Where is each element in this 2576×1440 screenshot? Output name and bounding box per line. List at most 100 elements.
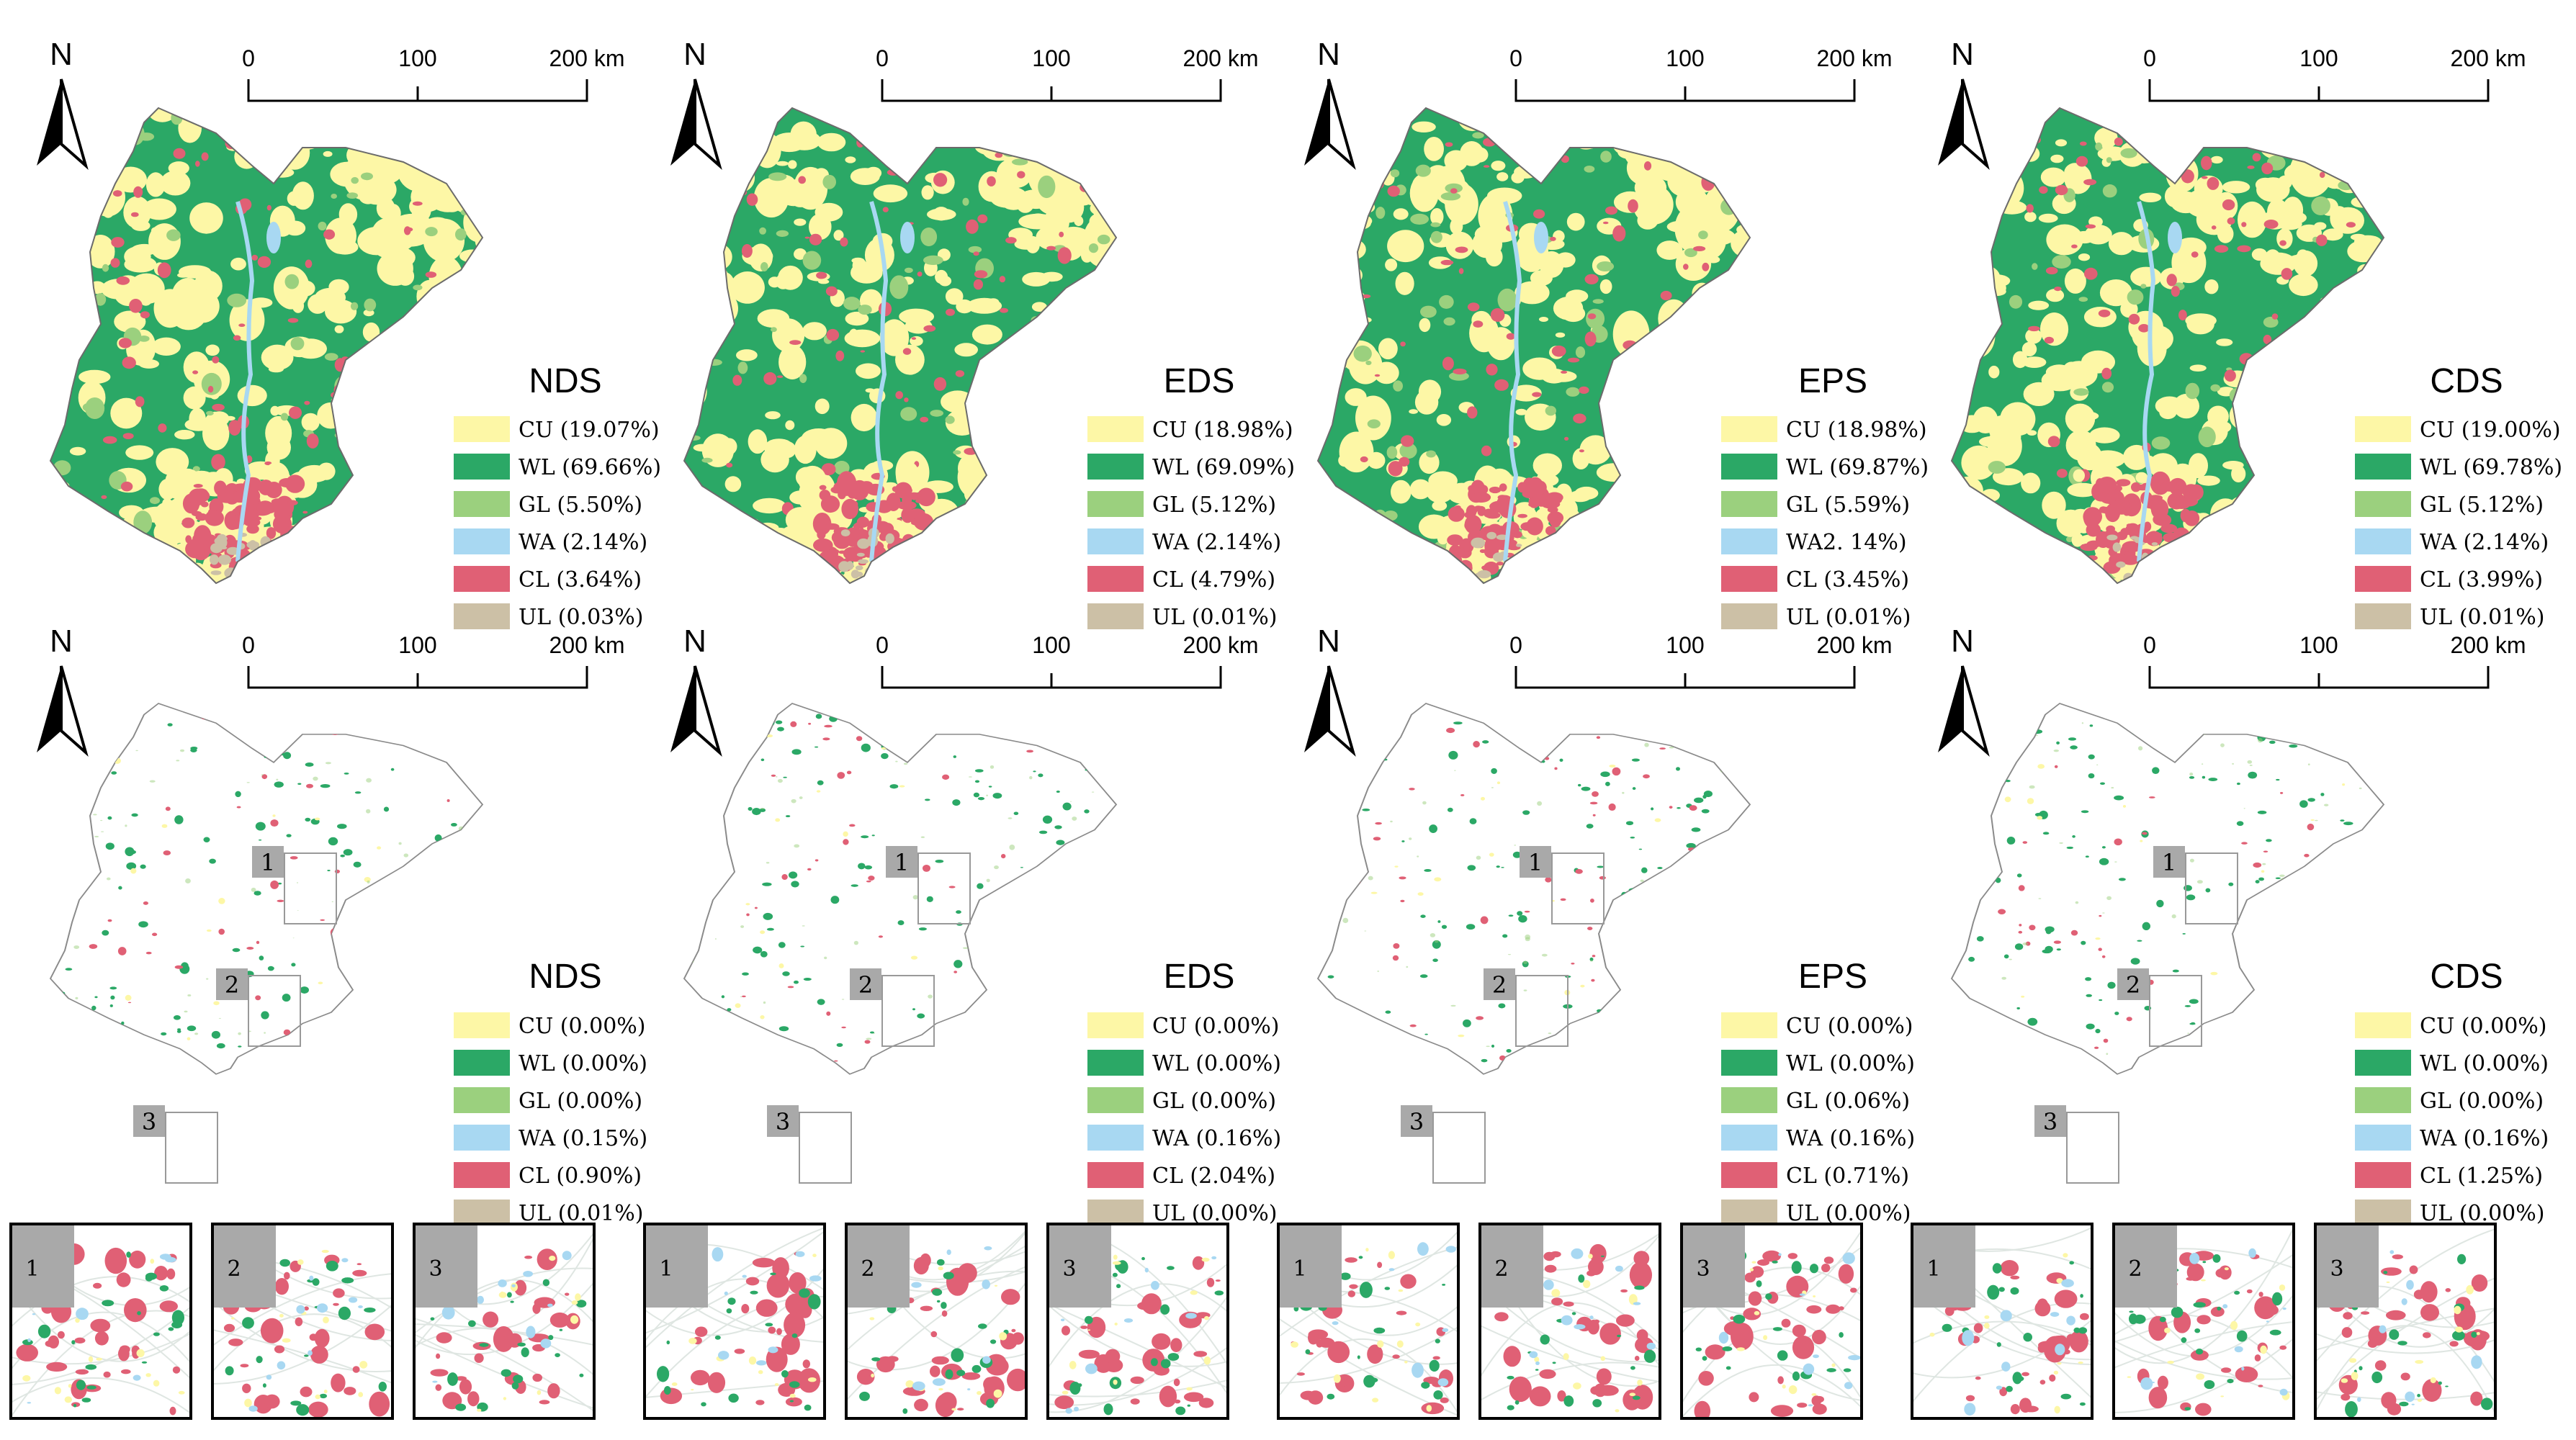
inset-cropland-patch — [993, 1389, 1002, 1398]
inset-water-patch — [2001, 1362, 2011, 1372]
cropland-patch — [1033, 140, 1051, 156]
construction-patch — [271, 498, 284, 505]
change-forest-patch — [926, 896, 933, 902]
cropland-patch — [2351, 157, 2384, 175]
inset-construction-patch — [707, 1372, 726, 1393]
change-grassland-patch — [1068, 980, 1072, 984]
inset-cropland-patch — [1201, 1257, 1210, 1262]
change-grassland-patch — [1589, 960, 1593, 962]
construction-patch — [1014, 444, 1023, 449]
inset-water-patch — [2222, 1304, 2228, 1309]
change-forest-patch — [156, 1048, 160, 1050]
cropland-patch — [1641, 431, 1674, 467]
change-forest-patch — [2310, 1032, 2317, 1036]
grassland-patch — [1556, 108, 1568, 120]
inset-boundary-line — [1480, 1362, 1660, 1401]
change-forest-patch — [1677, 806, 1681, 809]
change-grassland-patch — [93, 814, 97, 816]
cropland-patch — [1404, 572, 1417, 579]
inset-nds-3: 3 — [413, 1223, 596, 1420]
change-forest-patch — [778, 1026, 789, 1032]
cropland-patch — [2024, 212, 2037, 222]
change-construction-patch — [837, 772, 845, 779]
change-grassland-patch — [2081, 722, 2084, 724]
change-construction-patch — [836, 715, 843, 717]
construction-patch — [2171, 286, 2180, 297]
change-construction-patch — [1480, 916, 1489, 924]
change-forest-patch — [2101, 846, 2106, 849]
cropland-patch — [1075, 480, 1102, 493]
inset-cropland-patch — [951, 1408, 957, 1411]
inset-cropland-patch — [2476, 1332, 2480, 1336]
inset-boundary-line — [1048, 1283, 1228, 1369]
change-grassland-patch — [2324, 804, 2329, 806]
construction-patch — [933, 173, 948, 187]
inset-construction-patch — [474, 1353, 484, 1363]
grassland-patch — [2127, 289, 2144, 305]
change-forest-patch — [1735, 749, 1743, 752]
inset-construction-patch — [1705, 1344, 1725, 1360]
grassland-patch — [361, 172, 373, 181]
change-forest-patch — [2099, 858, 2109, 865]
change-cropland-patch — [1632, 938, 1638, 942]
change-forest-patch — [300, 986, 310, 994]
inset-boundary-line — [1048, 1380, 1228, 1398]
change-forest-patch — [1645, 1030, 1653, 1033]
cropland-patch — [915, 546, 948, 582]
inset-construction-patch — [1743, 1308, 1762, 1320]
construction-patch — [140, 311, 150, 319]
north-arrow-left-half — [1304, 79, 1329, 166]
inset-water-patch — [309, 1275, 314, 1281]
grassland-patch — [1393, 380, 1403, 392]
inset-nds-1: 1 — [9, 1223, 192, 1420]
cropland-patch — [1670, 400, 1702, 420]
change-map — [683, 703, 1117, 1075]
inset-construction-patch — [781, 1333, 800, 1355]
change-cropland-patch — [213, 1001, 220, 1006]
north-label: N — [683, 624, 706, 659]
inset-forest-patch — [579, 1373, 584, 1377]
inset-water-patch — [1561, 1315, 1573, 1326]
reservoir — [900, 222, 915, 253]
construction-patch — [1400, 341, 1406, 347]
change-grassland-patch — [1476, 855, 1481, 860]
change-forest-patch — [1610, 1065, 1615, 1070]
north-arrow-left-half — [670, 666, 695, 752]
inset-construction-patch — [2423, 1332, 2431, 1338]
cropland-patch — [2256, 506, 2273, 523]
north-arrow-left-half — [37, 79, 61, 166]
construction-patch — [1587, 510, 1594, 516]
change-construction-patch — [2019, 1031, 2024, 1033]
change-forest-patch — [2256, 910, 2261, 912]
construction-patch — [251, 254, 259, 261]
change-forest-patch — [956, 910, 961, 914]
cropland-patch — [1428, 256, 1452, 269]
change-cropland-patch — [125, 994, 132, 1002]
inset-construction-patch — [2010, 1275, 2020, 1279]
change-grassland-patch — [1003, 955, 1007, 960]
change-cropland-patch — [187, 1037, 191, 1040]
construction-patch — [989, 508, 1002, 514]
inset-construction-patch — [745, 1277, 760, 1286]
change-forest-patch — [2172, 969, 2179, 973]
change-forest-patch — [690, 1041, 696, 1045]
cropland-patch — [81, 556, 100, 566]
change-grassland-patch — [1507, 953, 1512, 955]
construction-patch — [901, 487, 912, 494]
legend-swatch-ul — [2355, 603, 2411, 629]
inset-construction-patch — [223, 1323, 235, 1333]
inset-boundary-line — [11, 1311, 191, 1370]
cropland-patch — [431, 135, 466, 160]
cropland-patch — [374, 110, 408, 150]
change-cropland-patch — [910, 955, 918, 960]
inset-cropland-patch — [1404, 1360, 1408, 1364]
cropland-patch — [704, 309, 715, 320]
change-forest-patch — [1736, 737, 1742, 742]
cropland-patch — [1321, 294, 1355, 314]
inset-tag — [212, 1224, 276, 1308]
cropland-patch — [1393, 208, 1409, 220]
change-construction-patch — [2018, 930, 2023, 934]
cropland-patch — [2046, 289, 2065, 302]
change-grassland-patch — [1417, 855, 1419, 858]
cropland-patch — [1017, 130, 1044, 157]
